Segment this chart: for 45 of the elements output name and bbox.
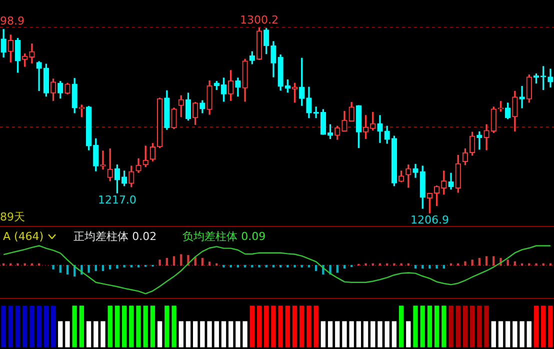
bar bbox=[400, 263, 402, 266]
bar bbox=[364, 263, 367, 266]
bar bbox=[116, 265, 118, 269]
bar bbox=[314, 265, 318, 272]
chart-title: A (464) bbox=[3, 230, 44, 243]
bar bbox=[88, 265, 90, 273]
bar bbox=[464, 261, 466, 266]
bar bbox=[393, 263, 396, 266]
bar bbox=[428, 265, 431, 269]
bar bbox=[442, 265, 445, 269]
candlestick bbox=[36, 61, 42, 91]
annotation: 89天 bbox=[0, 210, 25, 224]
bar bbox=[172, 256, 176, 266]
bar bbox=[102, 265, 104, 272]
bar bbox=[492, 256, 495, 266]
bar bbox=[414, 265, 417, 269]
bar bbox=[478, 258, 481, 266]
bar bbox=[16, 263, 19, 266]
bar bbox=[485, 256, 488, 266]
bar bbox=[66, 265, 69, 274]
bar bbox=[535, 263, 538, 266]
bar bbox=[158, 260, 161, 266]
bar bbox=[94, 265, 97, 272]
candlestick bbox=[476, 131, 482, 150]
bar bbox=[208, 262, 211, 266]
bar bbox=[422, 265, 424, 269]
bar bbox=[436, 265, 438, 269]
bar bbox=[471, 260, 474, 266]
bar bbox=[59, 265, 62, 273]
text: 正均差柱体 0.02 bbox=[74, 229, 157, 244]
bar bbox=[343, 265, 346, 269]
bar bbox=[166, 258, 168, 266]
annotation: 1217.0 bbox=[98, 193, 136, 206]
bar bbox=[52, 265, 54, 270]
text: 负均差柱体 0.09 bbox=[182, 229, 266, 244]
bar bbox=[180, 254, 182, 266]
text: 98.9 bbox=[0, 14, 24, 28]
bar bbox=[201, 258, 204, 266]
bar bbox=[194, 257, 196, 266]
bar bbox=[506, 260, 509, 266]
candlestick bbox=[519, 86, 525, 108]
bar bbox=[109, 265, 112, 270]
annotation: 1300.2 bbox=[240, 13, 278, 26]
bar bbox=[336, 265, 338, 273]
annotation: 1206.9 bbox=[410, 213, 449, 226]
